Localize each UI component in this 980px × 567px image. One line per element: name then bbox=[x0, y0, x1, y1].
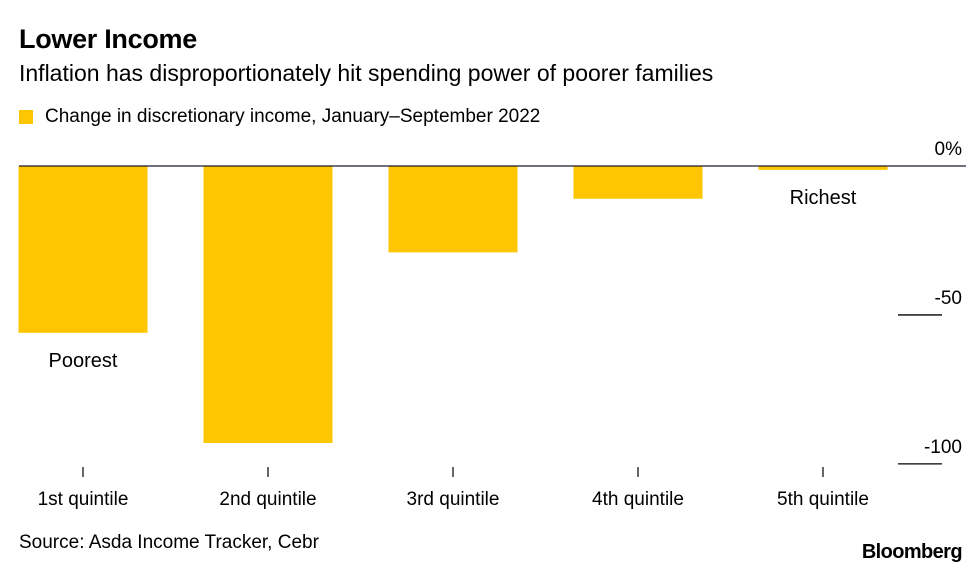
y-tick-label-1: 0% bbox=[935, 139, 963, 160]
bar-1 bbox=[18, 166, 148, 333]
legend-label: Change in discretionary income, January–… bbox=[45, 106, 541, 127]
y-tick-label-2: -50 bbox=[935, 288, 962, 309]
x-tick-label-2: 2nd quintile bbox=[219, 489, 316, 510]
x-tick-label-4: 4th quintile bbox=[592, 489, 684, 510]
y-tick-label-3: -100 bbox=[924, 437, 962, 458]
annotation-poorest: Poorest bbox=[49, 350, 118, 372]
bloomberg-logo: Bloomberg bbox=[861, 541, 963, 563]
chart-subtitle: Inflation has disproportionately hit spe… bbox=[19, 60, 714, 86]
bar-5 bbox=[758, 166, 888, 170]
bar-3 bbox=[388, 166, 518, 253]
legend-swatch bbox=[19, 110, 33, 124]
source-note: Source: Asda Income Tracker, Cebr bbox=[19, 532, 319, 553]
bar-4 bbox=[573, 166, 703, 199]
x-tick-label-5: 5th quintile bbox=[777, 489, 869, 510]
chart-title: Lower Income bbox=[19, 24, 197, 54]
bar-2 bbox=[203, 166, 333, 443]
x-tick-label-1: 1st quintile bbox=[38, 489, 129, 510]
legend: Change in discretionary income, January–… bbox=[19, 106, 540, 128]
annotation-richest: Richest bbox=[790, 187, 857, 209]
x-tick-label-3: 3rd quintile bbox=[407, 489, 500, 510]
